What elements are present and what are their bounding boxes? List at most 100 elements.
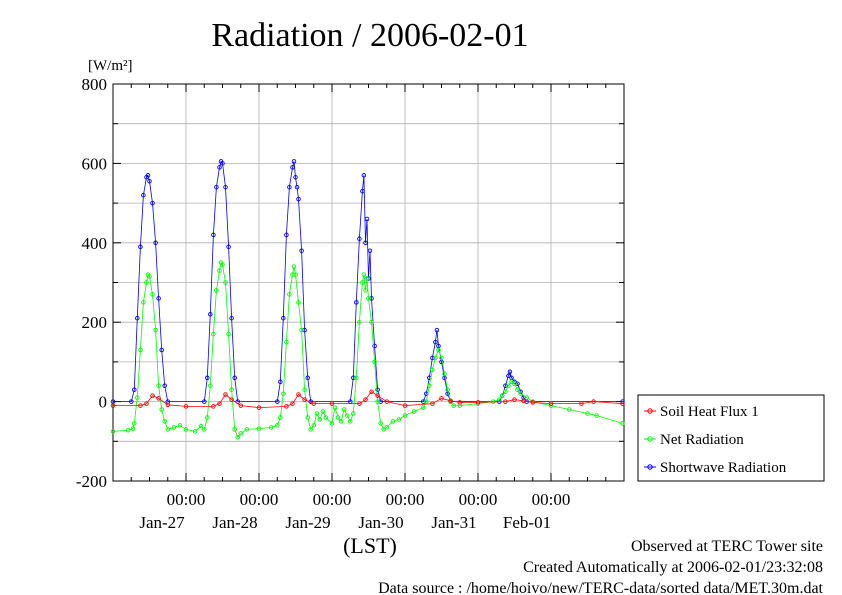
data-point bbox=[144, 280, 149, 285]
data-point bbox=[421, 399, 426, 404]
gridlines bbox=[112, 83, 625, 482]
data-point bbox=[275, 399, 280, 404]
data-point bbox=[229, 397, 234, 402]
y-axis-unit-label: [W/m²] bbox=[88, 58, 132, 74]
footer-site: Observed at TERC Tower site bbox=[631, 538, 823, 555]
data-point bbox=[524, 395, 529, 400]
data-point bbox=[434, 327, 440, 333]
legend-swatch-marker bbox=[647, 408, 653, 414]
data-point bbox=[287, 184, 292, 190]
y-tick-label: 200 bbox=[82, 313, 108, 332]
data-point bbox=[138, 347, 143, 353]
y-tick-label: 800 bbox=[82, 75, 108, 94]
data-point bbox=[357, 319, 362, 325]
data-point bbox=[217, 401, 222, 406]
data-point bbox=[372, 343, 377, 349]
data-point bbox=[448, 398, 453, 404]
data-point bbox=[344, 413, 350, 418]
data-point bbox=[275, 423, 280, 428]
data-point bbox=[369, 389, 374, 394]
data-point bbox=[375, 399, 380, 404]
data-point bbox=[244, 427, 250, 432]
data-point bbox=[281, 315, 286, 321]
data-point bbox=[232, 375, 237, 381]
data-point bbox=[475, 400, 481, 405]
data-point bbox=[229, 387, 234, 392]
data-point bbox=[162, 383, 167, 388]
data-point bbox=[367, 248, 373, 253]
x-tick-date-label: Jan-27 bbox=[139, 513, 185, 532]
data-point bbox=[153, 240, 158, 246]
legend-box bbox=[637, 394, 825, 482]
data-point bbox=[518, 391, 523, 396]
data-point bbox=[214, 184, 219, 190]
chart-title: Radiation / 2006-02-01 bbox=[211, 17, 528, 54]
data-point bbox=[390, 419, 396, 424]
data-point bbox=[150, 200, 155, 206]
data-point bbox=[305, 415, 310, 420]
data-point bbox=[354, 375, 359, 381]
data-point bbox=[457, 400, 463, 405]
data-point bbox=[162, 419, 167, 424]
data-point bbox=[375, 387, 380, 392]
data-point bbox=[144, 401, 149, 406]
legend-label: Soil Heat Flux 1 bbox=[660, 404, 759, 420]
data-point bbox=[361, 272, 367, 277]
data-point bbox=[369, 319, 374, 325]
y-tick-label: 400 bbox=[82, 234, 108, 253]
data-point bbox=[135, 395, 140, 400]
data-point bbox=[375, 393, 380, 398]
data-point bbox=[147, 179, 152, 184]
data-point bbox=[357, 236, 362, 242]
series-line bbox=[113, 160, 623, 402]
data-point bbox=[363, 288, 368, 293]
data-point bbox=[364, 216, 370, 222]
data-point bbox=[256, 426, 262, 431]
data-point bbox=[208, 312, 213, 317]
data-point bbox=[320, 409, 326, 414]
series-soil-heat-flux-1 bbox=[110, 389, 625, 410]
data-point bbox=[235, 435, 240, 440]
data-point bbox=[332, 405, 338, 410]
data-point bbox=[256, 405, 262, 410]
data-point bbox=[156, 396, 161, 401]
data-point bbox=[402, 403, 408, 408]
data-point bbox=[287, 292, 292, 297]
data-point bbox=[442, 371, 447, 377]
data-point bbox=[308, 427, 313, 432]
data-point bbox=[183, 427, 189, 432]
data-point bbox=[211, 404, 216, 409]
data-point bbox=[366, 296, 371, 301]
data-point bbox=[424, 399, 429, 404]
series-line bbox=[113, 391, 623, 409]
data-point bbox=[314, 411, 320, 416]
y-axis-ticks: 800 600 400 200 0 -200 bbox=[76, 75, 624, 491]
data-point bbox=[445, 387, 450, 392]
data-point bbox=[293, 272, 298, 277]
series-shortwave-radiation bbox=[110, 159, 625, 404]
legend-swatch-marker bbox=[647, 436, 653, 442]
data-point bbox=[159, 347, 164, 353]
data-point bbox=[268, 425, 274, 430]
data-point bbox=[384, 425, 390, 430]
data-point bbox=[110, 403, 116, 408]
data-point bbox=[290, 401, 295, 406]
data-point bbox=[530, 400, 536, 405]
data-point bbox=[177, 423, 183, 428]
data-point bbox=[451, 403, 456, 408]
x-tick-date-label: Jan-30 bbox=[358, 513, 403, 532]
y-tick-label: 600 bbox=[82, 154, 108, 173]
data-point bbox=[293, 175, 298, 180]
data-point bbox=[223, 184, 228, 190]
data-point bbox=[284, 339, 289, 345]
data-point bbox=[192, 429, 198, 434]
data-point bbox=[135, 315, 140, 321]
data-point bbox=[302, 387, 307, 392]
data-point bbox=[238, 431, 244, 436]
y-tick-label: -200 bbox=[76, 472, 107, 491]
data-point bbox=[138, 244, 143, 250]
data-point bbox=[372, 359, 377, 365]
data-point bbox=[500, 393, 505, 398]
data-point bbox=[220, 161, 225, 166]
